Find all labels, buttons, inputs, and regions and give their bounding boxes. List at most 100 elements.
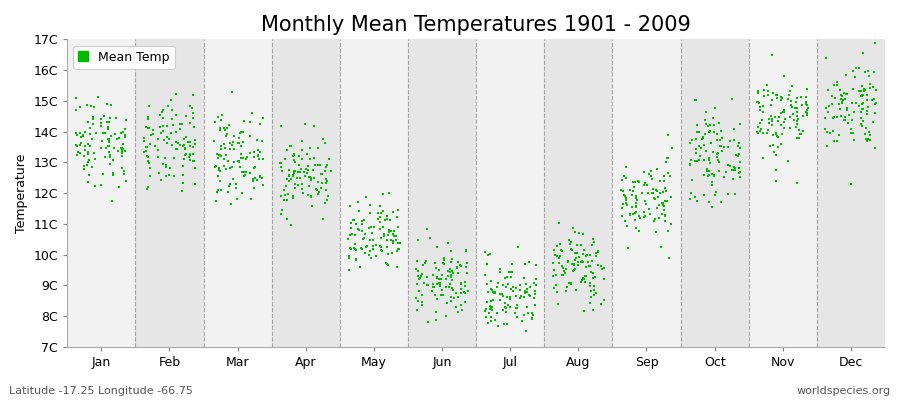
- Point: [104, 102, 119, 108]
- Point: [374, 248, 389, 254]
- Point: [638, 198, 652, 204]
- Point: [555, 263, 570, 270]
- Point: [248, 175, 263, 181]
- Point: [788, 124, 803, 130]
- Point: [82, 172, 96, 178]
- Point: [436, 260, 450, 266]
- Point: [868, 87, 883, 94]
- Point: [232, 164, 247, 170]
- Point: [856, 100, 870, 106]
- Point: [504, 261, 518, 267]
- Point: [638, 180, 652, 187]
- Point: [688, 194, 702, 200]
- Point: [307, 122, 321, 129]
- Point: [212, 127, 227, 134]
- Point: [115, 146, 130, 152]
- Point: [358, 231, 373, 238]
- Point: [428, 260, 443, 267]
- Point: [565, 246, 580, 253]
- Point: [251, 146, 266, 153]
- Point: [625, 204, 639, 210]
- Point: [633, 215, 647, 222]
- Point: [156, 123, 170, 129]
- Point: [619, 200, 634, 206]
- Point: [293, 166, 308, 172]
- Point: [846, 68, 860, 74]
- Point: [482, 251, 497, 257]
- Point: [562, 240, 577, 247]
- Point: [783, 114, 797, 120]
- Point: [498, 274, 512, 281]
- Point: [525, 314, 539, 321]
- Point: [597, 276, 611, 282]
- Point: [861, 68, 876, 74]
- Point: [755, 116, 770, 123]
- Point: [579, 272, 593, 279]
- Point: [309, 162, 323, 169]
- Point: [522, 259, 536, 266]
- Point: [843, 130, 858, 136]
- Point: [556, 264, 571, 271]
- Point: [386, 209, 400, 216]
- Point: [238, 172, 252, 178]
- Point: [213, 153, 228, 159]
- Point: [275, 207, 290, 213]
- Point: [620, 223, 634, 230]
- Point: [445, 284, 459, 291]
- Point: [437, 255, 452, 261]
- Point: [548, 252, 562, 258]
- Point: [173, 120, 187, 127]
- Point: [577, 276, 591, 282]
- Point: [159, 140, 174, 146]
- Point: [94, 115, 109, 122]
- Point: [364, 224, 379, 230]
- Point: [274, 160, 288, 166]
- Point: [647, 195, 662, 201]
- Point: [387, 232, 401, 239]
- Point: [364, 248, 378, 254]
- Point: [176, 143, 190, 149]
- Point: [253, 174, 267, 180]
- Point: [833, 92, 848, 98]
- Point: [112, 184, 127, 190]
- Point: [761, 116, 776, 122]
- Point: [292, 168, 307, 175]
- Point: [733, 145, 747, 152]
- Point: [498, 299, 512, 306]
- Point: [658, 198, 672, 204]
- Point: [297, 168, 311, 175]
- Point: [623, 211, 637, 217]
- Point: [500, 274, 514, 280]
- Point: [550, 253, 564, 260]
- Point: [619, 164, 634, 170]
- Point: [310, 191, 325, 197]
- Point: [796, 102, 810, 108]
- Point: [445, 277, 459, 284]
- Point: [284, 143, 298, 149]
- Point: [316, 136, 330, 142]
- Point: [230, 158, 245, 165]
- Point: [380, 216, 394, 222]
- Point: [713, 143, 727, 149]
- Point: [94, 182, 108, 188]
- Point: [703, 122, 717, 128]
- Point: [420, 319, 435, 326]
- Point: [652, 202, 666, 208]
- Point: [501, 302, 516, 308]
- Point: [845, 100, 859, 106]
- Point: [787, 117, 801, 123]
- Point: [298, 173, 312, 179]
- Point: [392, 246, 406, 252]
- Point: [410, 265, 424, 272]
- Point: [661, 170, 675, 176]
- Point: [459, 247, 473, 253]
- Bar: [272, 39, 340, 347]
- Point: [697, 142, 711, 148]
- Point: [568, 257, 582, 263]
- Point: [454, 307, 469, 314]
- Point: [487, 290, 501, 296]
- Point: [222, 122, 237, 128]
- Point: [416, 262, 430, 268]
- Point: [426, 272, 440, 278]
- Point: [102, 138, 116, 144]
